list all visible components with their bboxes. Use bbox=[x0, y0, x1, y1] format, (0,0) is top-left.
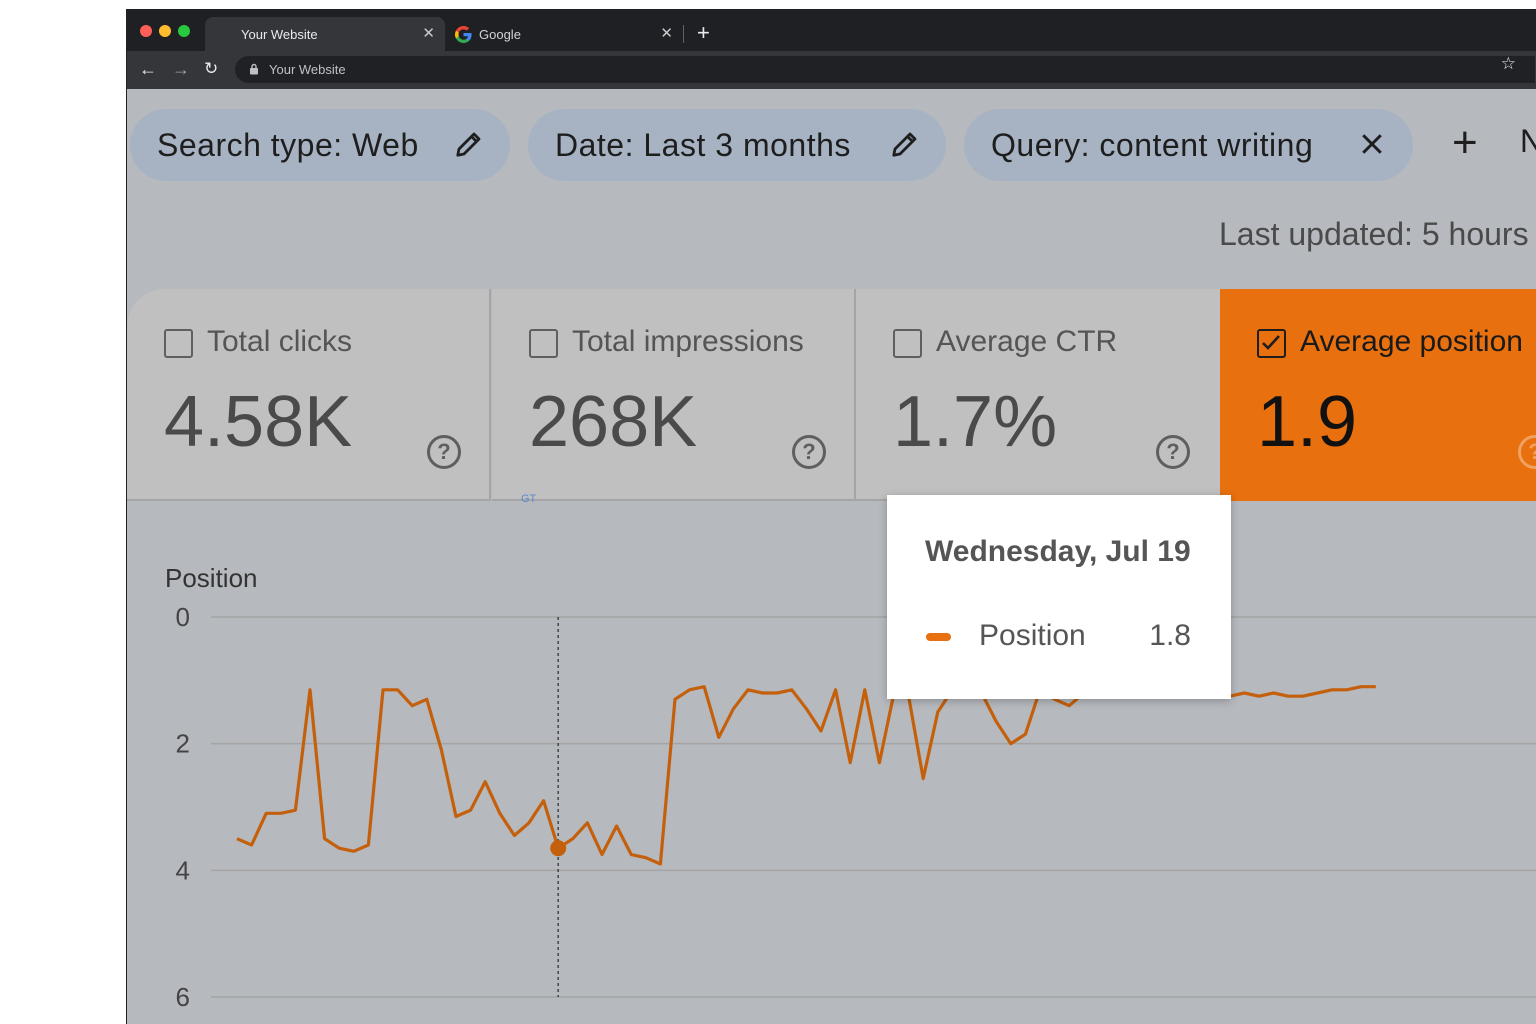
tab-title: Your Website bbox=[241, 26, 318, 42]
google-icon bbox=[455, 26, 472, 43]
position-chart: Position 0 2 4 6 bbox=[165, 563, 1536, 1012]
add-filter-plus-icon[interactable]: + bbox=[1452, 118, 1478, 167]
forward-arrow-icon[interactable]: → bbox=[172, 59, 190, 79]
remove-filter-close-icon[interactable] bbox=[1357, 129, 1387, 159]
metric-card-total-clicks[interactable]: Total clicks 4.58K ? bbox=[127, 289, 491, 501]
minimize-window-button[interactable] bbox=[159, 25, 171, 37]
help-icon[interactable]: ? bbox=[792, 435, 826, 469]
series-line-position bbox=[236, 681, 1376, 866]
metric-value: 4.58K bbox=[164, 382, 353, 462]
y-tick-label: 6 bbox=[176, 982, 190, 1012]
y-tick-label: 2 bbox=[176, 729, 190, 759]
close-window-button[interactable] bbox=[140, 25, 152, 37]
y-tick-label: 0 bbox=[176, 602, 190, 632]
close-icon[interactable]: ✕ bbox=[422, 25, 435, 42]
filter-query[interactable]: Query: content writing bbox=[964, 109, 1413, 181]
filter-search-type[interactable]: Search type: Web bbox=[130, 109, 510, 181]
metric-cards: Total clicks 4.58K ? Total impressions 2… bbox=[127, 289, 1536, 501]
reload-icon[interactable]: ↻ bbox=[204, 59, 219, 78]
new-tab-button[interactable]: + bbox=[697, 20, 710, 45]
tab-bar: Your Website ✕ Google ✕ + bbox=[127, 9, 1536, 51]
filter-date[interactable]: Date: Last 3 months bbox=[528, 109, 946, 181]
translate-badge: GT bbox=[521, 493, 537, 505]
metric-card-average-ctr[interactable]: Average CTR 1.7% ? bbox=[856, 289, 1220, 501]
checkmark-icon bbox=[1262, 335, 1280, 350]
tooltip-series-value: 1.8 bbox=[1149, 619, 1191, 652]
pencil-icon[interactable] bbox=[890, 129, 920, 159]
address-bar: ← → ↻ Your Website ☆ bbox=[127, 51, 1536, 89]
search-console-page: Search type: Web Date: Last 3 months Que… bbox=[127, 89, 1536, 1024]
metric-label: Average CTR bbox=[936, 325, 1118, 358]
help-icon[interactable]: ? bbox=[427, 435, 461, 469]
metric-checkbox[interactable] bbox=[529, 329, 558, 358]
y-axis-title: Position bbox=[165, 563, 258, 593]
tooltip-series-swatch bbox=[926, 633, 951, 641]
metric-label: Total impressions bbox=[572, 325, 804, 358]
filter-query-label: Query: content writing bbox=[991, 126, 1314, 163]
window-controls bbox=[140, 25, 190, 37]
tooltip-series-name: Position bbox=[979, 619, 1086, 652]
metric-value: 268K bbox=[529, 382, 698, 462]
metric-checkbox[interactable] bbox=[164, 329, 193, 358]
pencil-icon[interactable] bbox=[454, 129, 484, 159]
zoom-window-button[interactable] bbox=[178, 25, 190, 37]
help-icon[interactable]: ? bbox=[1156, 435, 1190, 469]
tab-google[interactable]: Google ✕ bbox=[447, 17, 683, 51]
metric-card-total-impressions[interactable]: Total impressions 268K ? bbox=[492, 289, 856, 501]
tooltip-date: Wednesday, Jul 19 bbox=[925, 535, 1191, 568]
tab-your-website[interactable]: Your Website ✕ bbox=[205, 17, 445, 51]
tab-separator bbox=[683, 25, 684, 43]
metric-checkbox-checked[interactable] bbox=[1257, 329, 1286, 358]
help-icon[interactable]: ? bbox=[1518, 435, 1536, 469]
bookmark-star-icon[interactable]: ☆ bbox=[1500, 54, 1516, 73]
chart-tooltip: Wednesday, Jul 19 Position 1.8 bbox=[887, 495, 1231, 699]
back-arrow-icon[interactable]: ← bbox=[139, 59, 157, 79]
metric-label: Total clicks bbox=[207, 325, 353, 358]
last-updated-text: Last updated: 5 hours bbox=[1219, 216, 1529, 252]
metric-value: 1.9 bbox=[1257, 382, 1358, 462]
metric-checkbox[interactable] bbox=[893, 329, 922, 358]
filter-search-type-label: Search type: Web bbox=[157, 126, 419, 163]
lock-icon bbox=[250, 63, 258, 75]
url-text: Your Website bbox=[269, 62, 346, 77]
metric-value: 1.7% bbox=[893, 382, 1058, 462]
highlighted-data-point bbox=[550, 840, 567, 857]
close-icon[interactable]: ✕ bbox=[660, 25, 673, 42]
filter-date-label: Date: Last 3 months bbox=[555, 126, 851, 163]
y-tick-label: 4 bbox=[176, 855, 190, 885]
add-filter-label[interactable]: N bbox=[1520, 123, 1536, 160]
url-field[interactable]: Your Website bbox=[235, 56, 1535, 83]
metric-label: Average position bbox=[1300, 325, 1523, 358]
tab-title: Google bbox=[479, 26, 521, 42]
metric-card-average-position[interactable]: Average position 1.9 ? bbox=[1220, 289, 1536, 501]
browser-window: Your Website ✕ Google ✕ + ← → ↻ Your Web… bbox=[126, 9, 1536, 1024]
